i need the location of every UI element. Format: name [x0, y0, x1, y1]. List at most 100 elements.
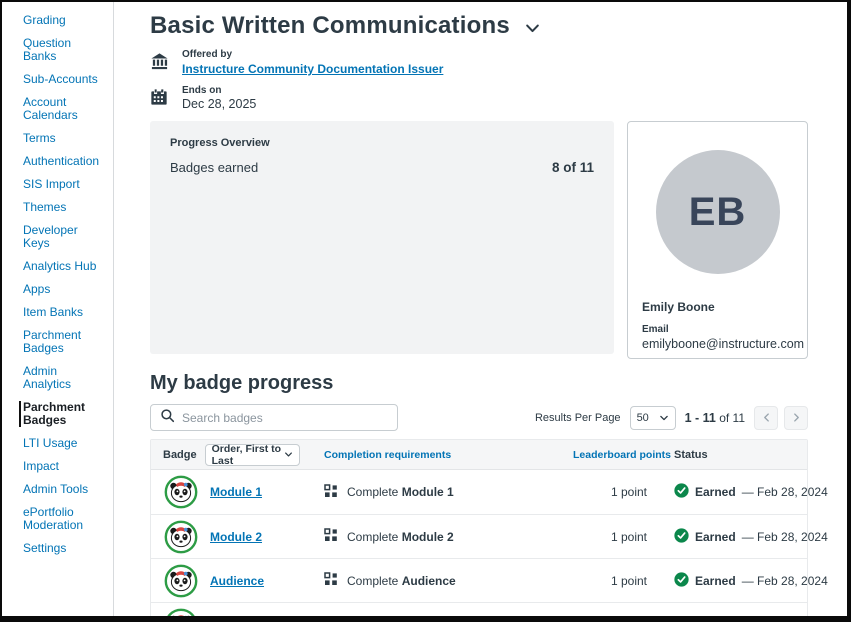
earned-check-icon — [674, 483, 689, 501]
chevron-down-icon — [284, 452, 292, 457]
badges-earned-label: Badges earned — [170, 160, 259, 175]
table-row: Audience Complete Audience 1 point Earne — [151, 558, 828, 602]
completion-requirement: Complete Module 2 — [324, 528, 573, 545]
sidebar-item[interactable]: LTI Usage — [23, 436, 78, 450]
order-select-value: Order, First to Last — [211, 442, 282, 467]
status-earned: Earned — [695, 485, 736, 499]
profile-name: Emily Boone — [642, 300, 715, 314]
calendar-icon — [150, 88, 169, 107]
status-earned: Earned — [695, 529, 736, 544]
sidebar-item[interactable]: Analytics Hub — [23, 259, 97, 273]
sidebar-item[interactable]: Apps — [23, 282, 51, 296]
ends-on-value: Dec 28, 2025 — [182, 97, 257, 111]
sidebar-item[interactable]: Parchment Badges — [23, 328, 82, 355]
req-target: Module 1 — [401, 485, 454, 499]
page-title: Basic Written Communications — [150, 12, 510, 39]
sidebar-item[interactable]: Admin Analytics — [23, 364, 72, 391]
next-page-button[interactable] — [784, 405, 808, 430]
badge-name-link[interactable]: Audience — [210, 573, 265, 588]
avatar: EB — [655, 150, 780, 274]
title-row: Basic Written Communications — [150, 12, 808, 40]
points-value: 1 point — [610, 485, 647, 499]
chevron-right-icon — [793, 413, 799, 422]
status-earned: Earned — [695, 573, 736, 588]
results-range: 1 - 11 of 11 — [685, 411, 745, 425]
table-row: Module 1 Complete Module 1 1 point Earne — [151, 470, 828, 514]
results-per-page-select[interactable]: 50 — [629, 405, 676, 430]
results-controls: Results Per Page 50 1 - 11 of 11 — [534, 405, 808, 430]
sidebar-item[interactable]: Themes — [23, 200, 67, 214]
leaderboard-points-header[interactable]: Leaderboard points — [573, 448, 672, 461]
req-action: Complete — [347, 485, 399, 499]
chevron-down-icon[interactable] — [524, 20, 541, 37]
sidebar-item[interactable]: Grading — [23, 13, 66, 27]
sidebar-item[interactable]: SIS Import — [23, 177, 80, 191]
order-select[interactable]: Order, First to Last — [204, 442, 300, 467]
range-total: of 11 — [719, 410, 745, 425]
status-date: — Feb 28, 2024 — [741, 529, 828, 544]
sidebar-item[interactable]: Item Banks — [23, 305, 84, 319]
ends-on-label: Ends on — [182, 85, 222, 96]
table-header: Badge Order, First to Last Completion re… — [151, 440, 807, 470]
email-label: Email — [642, 324, 669, 335]
sidebar-item[interactable]: Developer Keys — [23, 223, 78, 250]
badge-progress-heading: My badge progress — [150, 372, 334, 394]
status-cell: Earned — Feb 28, 2024 — [651, 615, 828, 616]
sidebar-item[interactable]: Question Banks — [23, 36, 72, 63]
range-numbers: 1 - 11 — [684, 410, 716, 425]
chevron-left-icon — [763, 413, 769, 422]
sidebar-item[interactable]: Authentication — [23, 154, 100, 168]
sidebar-item[interactable]: Admin Tools — [23, 482, 89, 496]
status-column-header: Status — [674, 448, 708, 461]
offered-by-row: Offered by Instructure Community Documen… — [150, 49, 808, 78]
completion-requirement: Complete Audience — [324, 572, 573, 589]
points-value: 1 point — [610, 529, 647, 544]
points-value: 1 point — [610, 573, 647, 588]
cards-row: Progress Overview Badges earned 8 of 11 … — [150, 121, 808, 359]
sidebar-item[interactable]: Account Calendars — [23, 95, 78, 122]
module-icon — [324, 483, 338, 501]
progress-overview-card: Progress Overview Badges earned 8 of 11 — [150, 121, 614, 354]
panda-badge-icon — [164, 520, 198, 554]
req-action: Complete — [347, 529, 399, 544]
prev-page-button[interactable] — [754, 405, 778, 430]
sidebar-item[interactable]: Sub-Accounts — [23, 72, 98, 86]
offered-by-label: Offered by — [182, 49, 233, 60]
sidebar-item[interactable]: Settings — [23, 541, 67, 555]
avatar-initials: EB — [688, 189, 747, 234]
completion-requirements-header[interactable]: Completion requirements — [324, 448, 452, 461]
search-icon — [160, 408, 175, 428]
status-cell: Earned — Feb 28, 2024 — [651, 571, 828, 590]
earned-check-icon — [674, 571, 689, 590]
badge-name-link[interactable]: Module 1 — [210, 485, 263, 499]
status-cell: Earned — Feb 28, 2024 — [651, 483, 828, 501]
status-date: — Feb 28, 2024 — [741, 573, 828, 588]
badge-column-header: Badge — [163, 448, 197, 461]
sidebar-item[interactable]: Terms — [23, 131, 56, 145]
course-meta: Offered by Instructure Community Documen… — [150, 49, 808, 111]
search-input[interactable] — [182, 410, 388, 425]
results-per-page-label: Results Per Page — [534, 411, 621, 424]
earned-check-icon — [674, 615, 689, 616]
module-icon — [324, 528, 338, 545]
earned-check-icon — [674, 527, 689, 546]
badge-name-link[interactable]: Module 2 — [210, 529, 263, 544]
chevron-down-icon — [659, 415, 668, 420]
panda-badge-icon — [164, 564, 198, 598]
profile-card: EB Emily Boone Email emilyboone@instruct… — [627, 121, 808, 359]
panda-badge-icon — [164, 475, 198, 509]
sidebar-item[interactable]: Parchment Badges — [19, 401, 107, 427]
search-box — [150, 404, 398, 431]
progress-overview-title: Progress Overview — [170, 137, 270, 149]
status-cell: Earned — Feb 28, 2024 — [651, 527, 828, 546]
issuer-link[interactable]: Instructure Community Documentation Issu… — [182, 62, 444, 76]
module-icon — [324, 572, 338, 589]
email-value: emilyboone@instructure.com — [642, 337, 805, 351]
sidebar-item[interactable]: Impact — [23, 459, 60, 473]
results-per-page-value: 50 — [636, 411, 649, 424]
ends-on-row: Ends on Dec 28, 2025 — [150, 85, 808, 111]
badge-toolbar: Results Per Page 50 1 - 11 of 11 — [150, 404, 808, 431]
sidebar-item[interactable]: ePortfolio Moderation — [23, 505, 84, 532]
table-row: Concise Writing Complete Concise Writing… — [151, 602, 807, 616]
